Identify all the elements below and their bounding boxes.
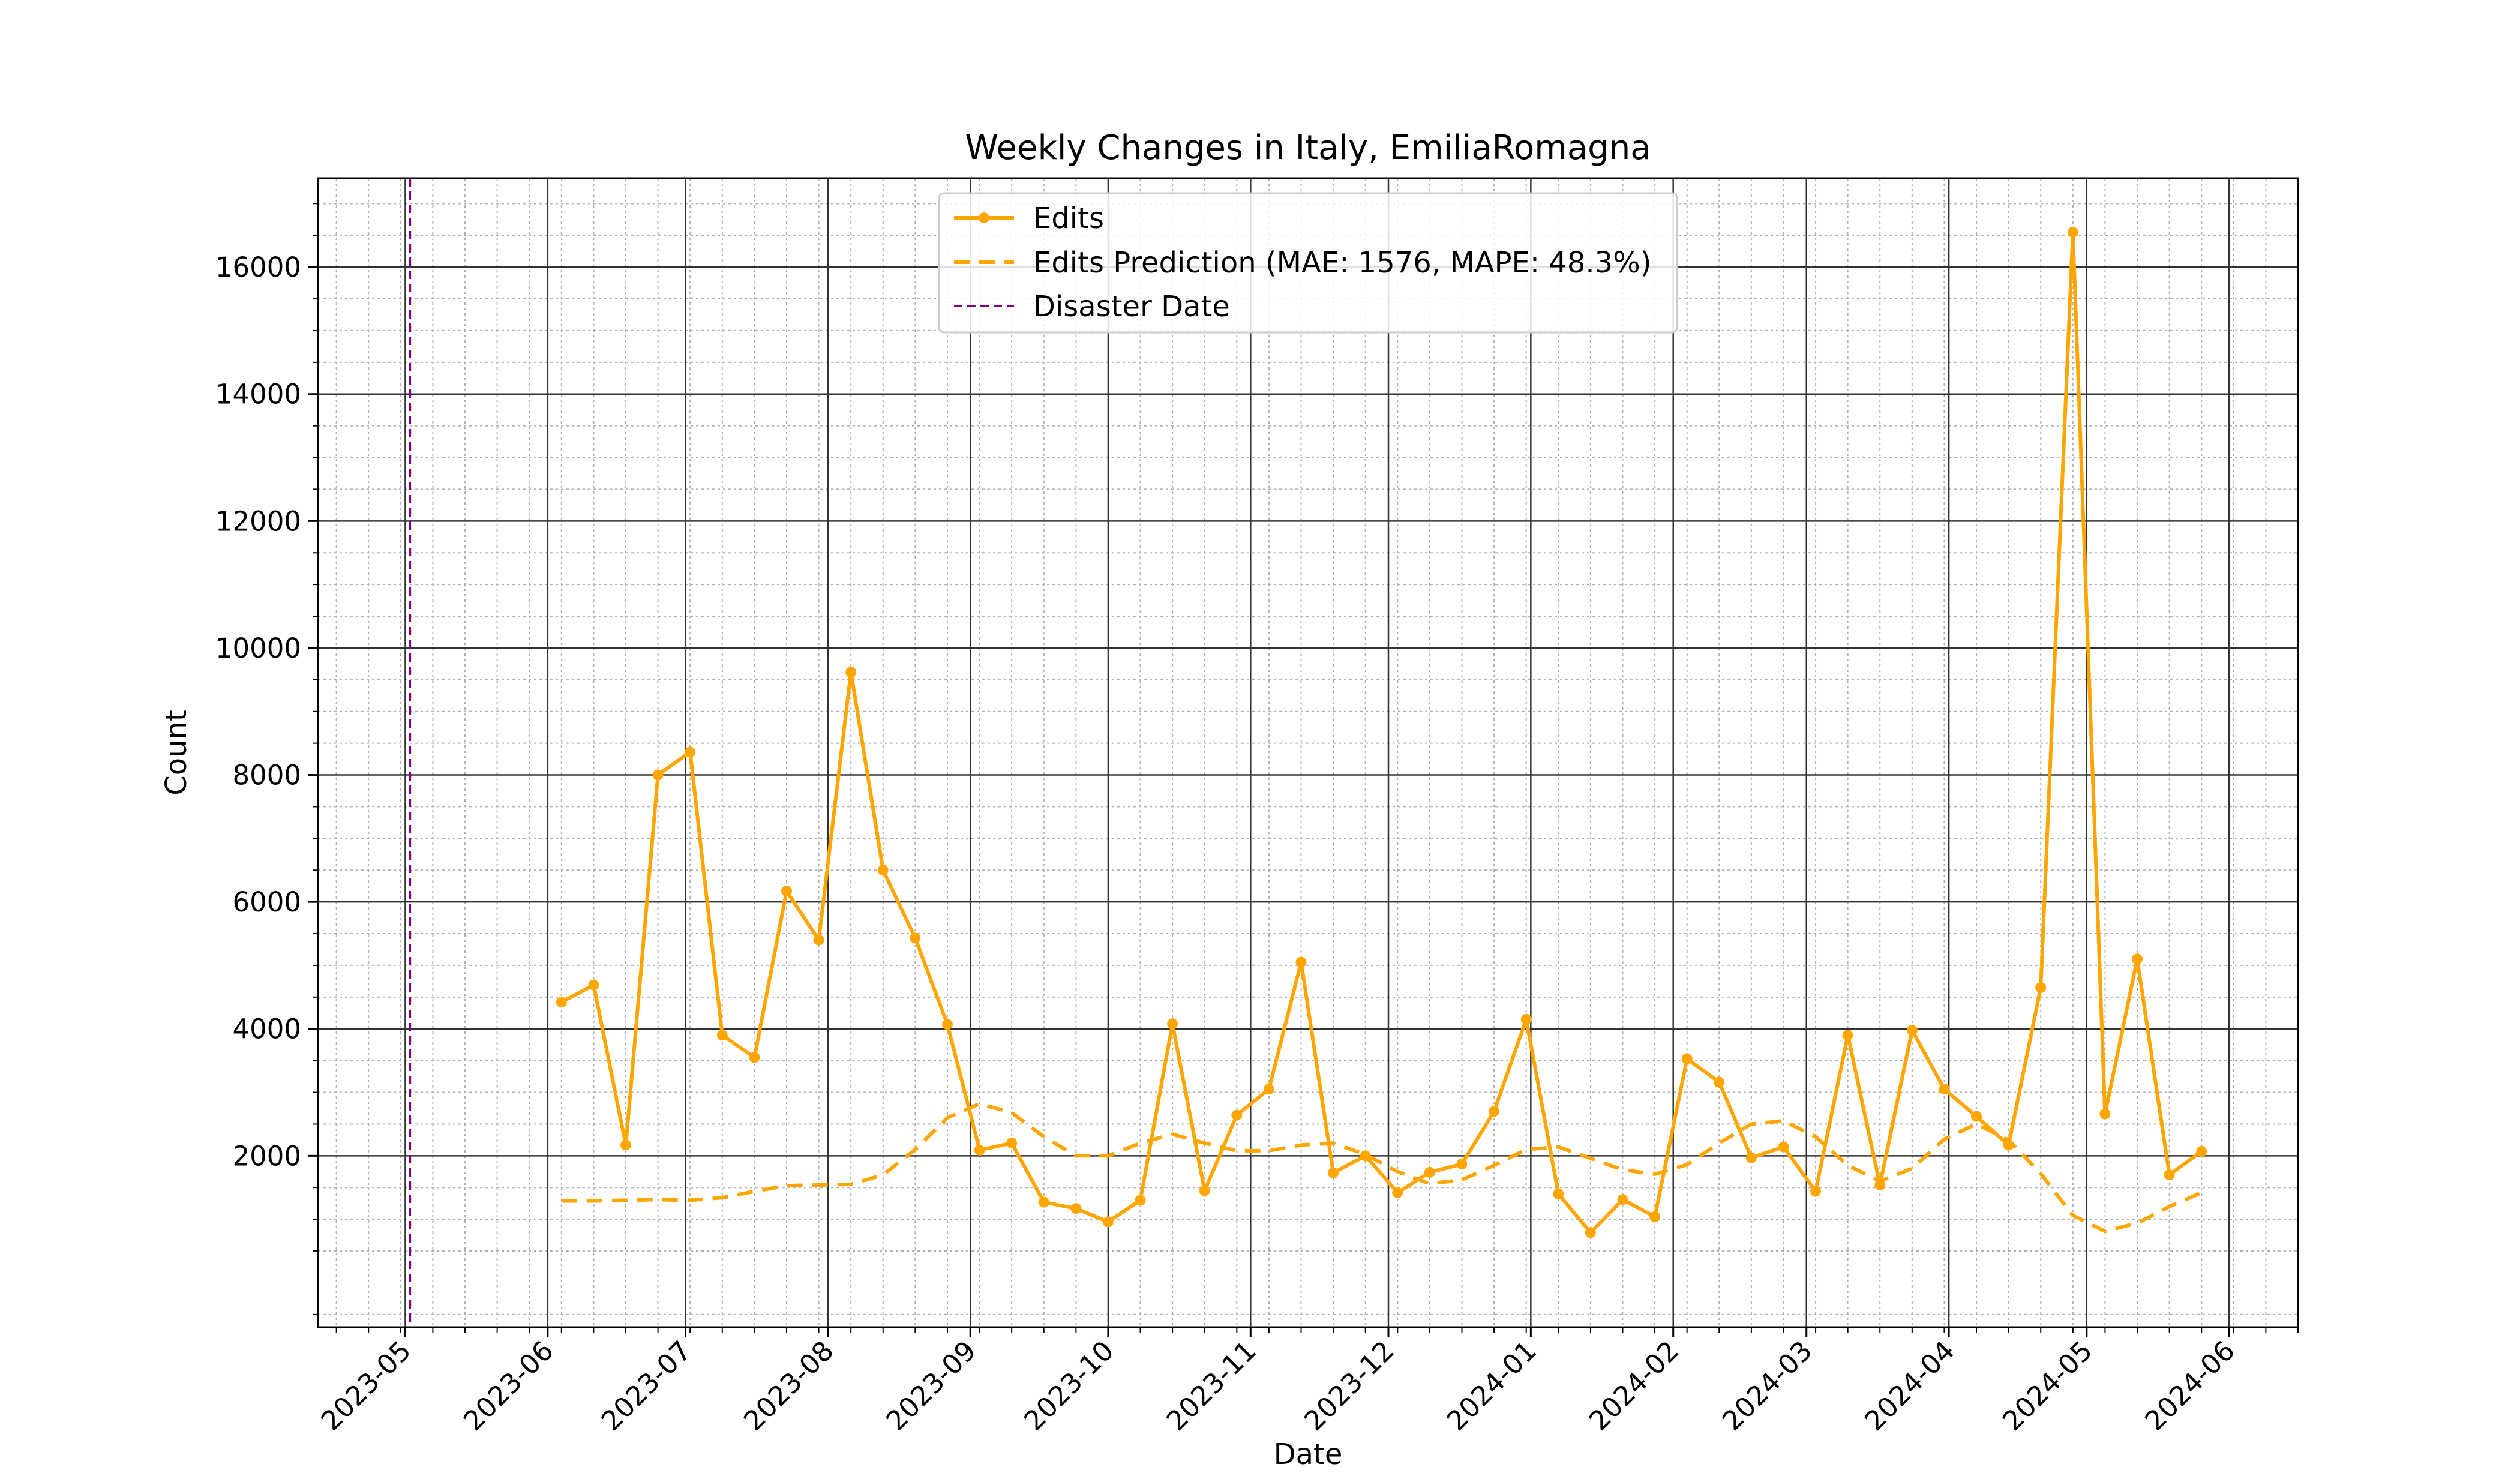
edits-point [1585,1227,1596,1238]
edits-point [1617,1194,1628,1205]
edits-point [1167,1018,1178,1030]
chart-title: Weekly Changes in Italy, EmiliaRomagna [965,128,1651,167]
legend-label-disaster: Disaster Date [1033,290,1230,323]
series-layer [409,178,2207,1327]
y-tick-label: 14000 [215,379,301,410]
edits-point [1295,956,1307,968]
edits-point [813,934,824,946]
prediction-line [561,1102,2203,1234]
edits-point [1070,1203,1082,1214]
edits-point [1263,1084,1274,1095]
edits-point [1520,1013,1532,1025]
edits-point [1906,1024,1918,1036]
edits-point [941,1019,953,1030]
edits-point [716,1030,728,1041]
edits-point [2003,1139,2014,1151]
edits-point [1714,1076,1725,1088]
y-tick-label: 8000 [232,760,301,791]
edits-point [1006,1138,1018,1149]
edits-point [2035,982,2047,993]
legend-marker-edits [979,212,989,223]
x-axis-label: Date [1274,1438,1343,1470]
edits-point [1681,1053,1693,1064]
legend-box [938,192,1678,334]
edits-point [1810,1186,1822,1197]
y-tick-label: 16000 [215,251,301,283]
edits-point [1971,1111,1982,1122]
edits-point [588,979,599,991]
edits-point [1392,1187,1403,1198]
edits-point [1456,1159,1468,1170]
edits-point [2099,1108,2111,1120]
edits-point [652,769,664,781]
edits-point [1939,1084,1950,1095]
edits-point [1489,1106,1500,1117]
edits-point [1424,1166,1435,1178]
edits-point [1842,1030,1853,1041]
y-tick-label: 6000 [232,886,301,918]
edits-point [2164,1169,2175,1181]
legend-label-prediction: Edits Prediction (MAE: 1576, MAPE: 48.3%… [1033,246,1652,280]
edits-point [1102,1216,1114,1228]
edits-point [2132,953,2143,965]
edits-point [877,865,889,876]
edits-point [1553,1188,1564,1199]
y-tick-label: 10000 [215,632,301,664]
y-tick-label: 2000 [232,1140,301,1172]
legend-label-edits: Edits [1033,202,1104,235]
y-tick-label: 12000 [215,505,301,537]
edits-point [685,746,696,758]
edits-point [1360,1150,1371,1162]
y-tick-label: 4000 [232,1013,301,1045]
edits-point [1874,1180,1886,1191]
edits-point [1778,1141,1789,1153]
edits-point [1745,1152,1757,1163]
edits-point [749,1052,760,1063]
edits-point [556,997,567,1008]
edits-point [781,886,792,897]
edits-point [2067,226,2078,238]
y-axis-label: Count [160,710,193,796]
edits-point [620,1139,631,1151]
edits-point [974,1144,985,1156]
edits-point [1135,1195,1146,1206]
legend: Edits Edits Prediction (MAE: 1576, MAPE:… [938,192,1678,334]
edits-point [1199,1185,1210,1196]
edits-point [1038,1196,1049,1208]
edits-point [1649,1211,1661,1222]
edits-point [1328,1167,1339,1178]
plot-frame [317,177,2299,1328]
edits-point [1231,1109,1243,1121]
edits-point [845,667,857,678]
edits-point [910,932,921,944]
edits-line [560,230,2203,1235]
edits-point [2196,1145,2207,1157]
